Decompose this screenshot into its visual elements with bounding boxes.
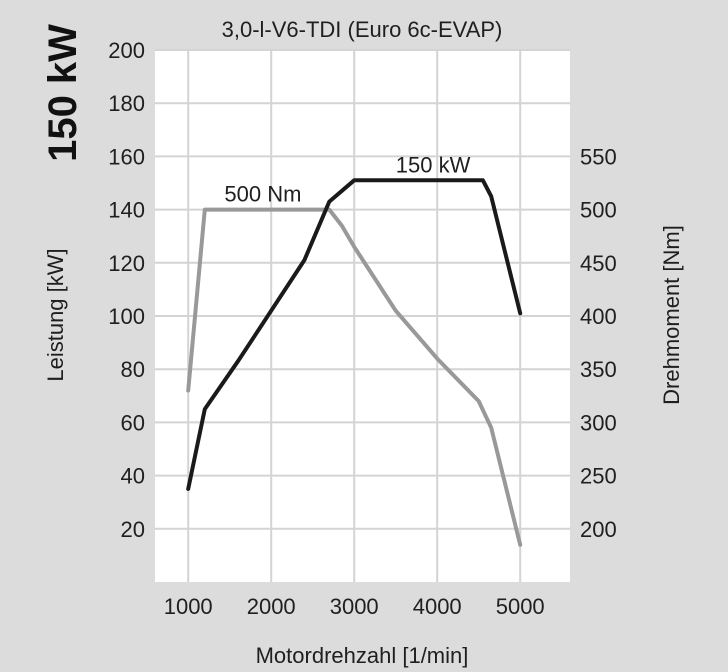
x-tick-label: 4000 <box>413 594 462 619</box>
power-series-label: 150 kW <box>396 152 471 177</box>
y-axis-left-label: Leistung [kW] <box>43 248 68 381</box>
torque-series-label: 500 Nm <box>224 182 301 207</box>
y-right-tick-label: 550 <box>580 144 617 169</box>
y-right-tick-label: 250 <box>580 464 617 489</box>
x-tick-label: 5000 <box>496 594 545 619</box>
series-layer: 500 Nm 150 kW <box>186 152 523 547</box>
y-right-tick-label: 450 <box>580 251 617 276</box>
y-left-tick-label: 180 <box>108 91 145 116</box>
y-right-tick-label: 500 <box>580 198 617 223</box>
y-right-tick-label: 300 <box>580 410 617 435</box>
power-curve-line <box>186 178 523 491</box>
x-axis-label: Motordrehzahl [1/min] <box>256 643 469 668</box>
y-left-tick-label: 200 <box>108 38 145 63</box>
torque-curve-line <box>186 207 523 547</box>
y-right-tick-label: 400 <box>580 304 617 329</box>
tick-layer: 1000 2000 3000 4000 5000 20 40 60 80 100 120 140 160… <box>108 38 616 619</box>
y-right-tick-label: 350 <box>580 357 617 382</box>
x-tick-label: 1000 <box>164 594 213 619</box>
x-tick-label: 2000 <box>247 594 296 619</box>
power-badge: 150 kW <box>41 24 85 162</box>
y-right-tick-label: 200 <box>580 517 617 542</box>
y-left-tick-label: 80 <box>121 357 145 382</box>
y-left-tick-label: 60 <box>121 410 145 435</box>
y-left-tick-label: 40 <box>121 464 145 489</box>
y-axis-right-label: Drehmoment [Nm] <box>659 225 684 405</box>
chart-title: 3,0-l-V6-TDI (Euro 6c-EVAP) <box>222 17 503 42</box>
x-tick-label: 3000 <box>330 594 379 619</box>
y-left-tick-label: 20 <box>121 517 145 542</box>
y-left-tick-label: 100 <box>108 304 145 329</box>
y-left-tick-label: 160 <box>108 144 145 169</box>
y-left-tick-label: 120 <box>108 251 145 276</box>
y-left-tick-label: 140 <box>108 198 145 223</box>
